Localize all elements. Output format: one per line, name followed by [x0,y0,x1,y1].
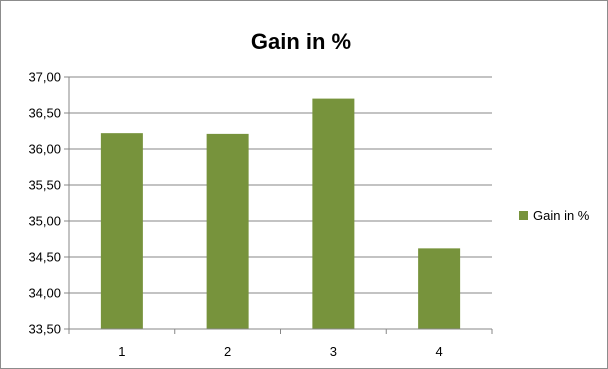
x-tick-label: 1 [118,344,125,359]
bar [100,133,143,329]
bars [100,98,461,329]
chart-title: Gain in % [251,29,351,54]
y-tick-label: 34,00 [28,286,61,301]
y-tick-label: 37,00 [28,70,61,85]
bar [418,248,461,329]
bar [312,98,355,329]
x-tick-label: 2 [224,344,231,359]
y-tick-label: 36,50 [28,106,61,121]
y-tick-label: 35,50 [28,178,61,193]
legend-swatch [519,211,528,220]
x-tick-label: 3 [330,344,337,359]
y-tick-label: 36,00 [28,142,61,157]
legend: Gain in % [519,208,590,223]
y-axis-tick-labels: 33,50 34,00 34,50 35,00 35,50 36,00 36,50 37,00 [28,70,61,337]
x-tick-label: 4 [436,344,443,359]
y-tick-label: 35,00 [28,214,61,229]
axes [68,77,493,334]
y-tick-label: 34,50 [28,250,61,265]
bar [206,133,249,329]
y-tick-label: 33,50 [28,322,61,337]
x-axis-tick-labels: 1 2 3 4 [118,344,442,359]
legend-label: Gain in % [533,208,590,223]
